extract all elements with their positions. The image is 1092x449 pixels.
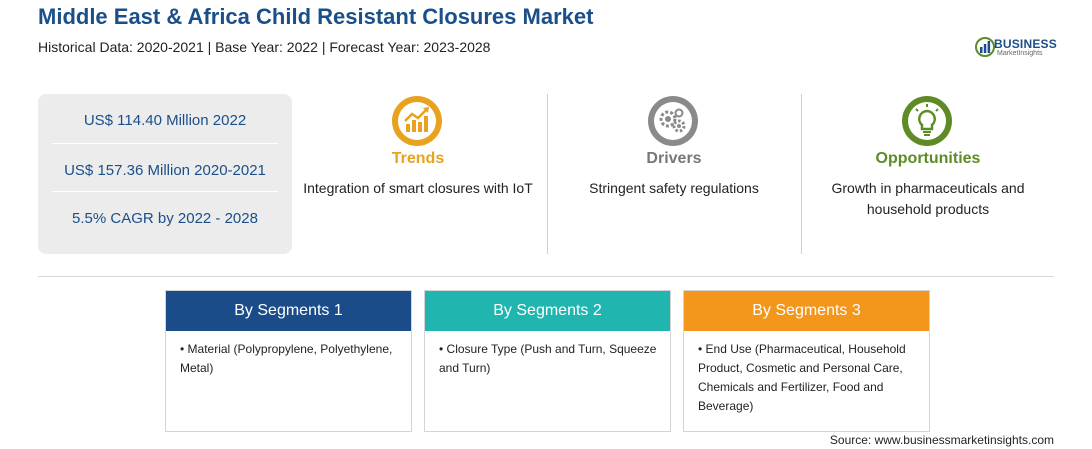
feature-drivers-label: Drivers [646, 150, 702, 167]
stat-divider [52, 143, 278, 144]
page-subtitle: Historical Data: 2020-2021 | Base Year: … [38, 39, 491, 55]
logo-subtext: MarketInsights [997, 50, 1043, 57]
lightbulb-icon [902, 96, 952, 146]
segment-1-item: Material (Polypropylene, Polyethylene, M… [180, 342, 393, 375]
stat-cagr: 5.5% CAGR by 2022 - 2028 [72, 210, 258, 227]
trend-chart-icon [392, 96, 442, 146]
feature-drivers-description: Stringent safety regulations [589, 180, 759, 196]
segment-3-body: • End Use (Pharmaceutical, Household Pro… [698, 342, 906, 413]
segment-2-title: By Segments 2 [425, 291, 670, 331]
segment-2-item: Closure Type (Push and Turn, Squeeze and… [439, 342, 657, 375]
segment-card-2: By Segments 2 • Closure Type (Push and T… [424, 290, 671, 432]
segment-1-body: • Material (Polypropylene, Polyethylene,… [180, 342, 393, 375]
feature-trends-description: Integration of smart closures with IoT [303, 180, 533, 196]
source-credit: Source: www.businessmarketinsights.com [829, 433, 1054, 447]
segment-3-item: End Use (Pharmaceutical, Household Produ… [698, 342, 906, 413]
segment-1-title: By Segments 1 [166, 291, 411, 331]
stat-market-value-2022: US$ 114.40 Million 2022 [83, 112, 247, 129]
bar-chart-globe-icon [975, 37, 995, 57]
market-stats-panel: US$ 114.40 Million 2022 US$ 157.36 Milli… [38, 94, 292, 254]
feature-divider [547, 94, 548, 254]
page-title: Middle East & Africa Child Resistant Clo… [38, 4, 594, 29]
business-market-insights-logo: BUSINESS MarketInsights [974, 36, 1058, 60]
gears-icon [648, 96, 698, 146]
feature-trends-label: Trends [391, 150, 445, 167]
section-divider [38, 276, 1054, 277]
feature-opportunities-label: Opportunities [875, 150, 981, 167]
segment-2-body: • Closure Type (Push and Turn, Squeeze a… [439, 342, 657, 375]
feature-divider [801, 94, 802, 254]
stat-divider [52, 191, 278, 192]
logo-wordmark: BUSINESS [994, 37, 1057, 51]
segment-card-1: By Segments 1 • Material (Polypropylene,… [165, 290, 412, 432]
segment-card-3: By Segments 3 • End Use (Pharmaceutical,… [683, 290, 930, 432]
feature-opportunities-description: Growth in pharmaceuticals and household … [831, 180, 1025, 217]
stat-market-value-historical: US$ 157.36 Million 2020-2021 [64, 162, 266, 179]
segment-3-title: By Segments 3 [684, 291, 929, 331]
